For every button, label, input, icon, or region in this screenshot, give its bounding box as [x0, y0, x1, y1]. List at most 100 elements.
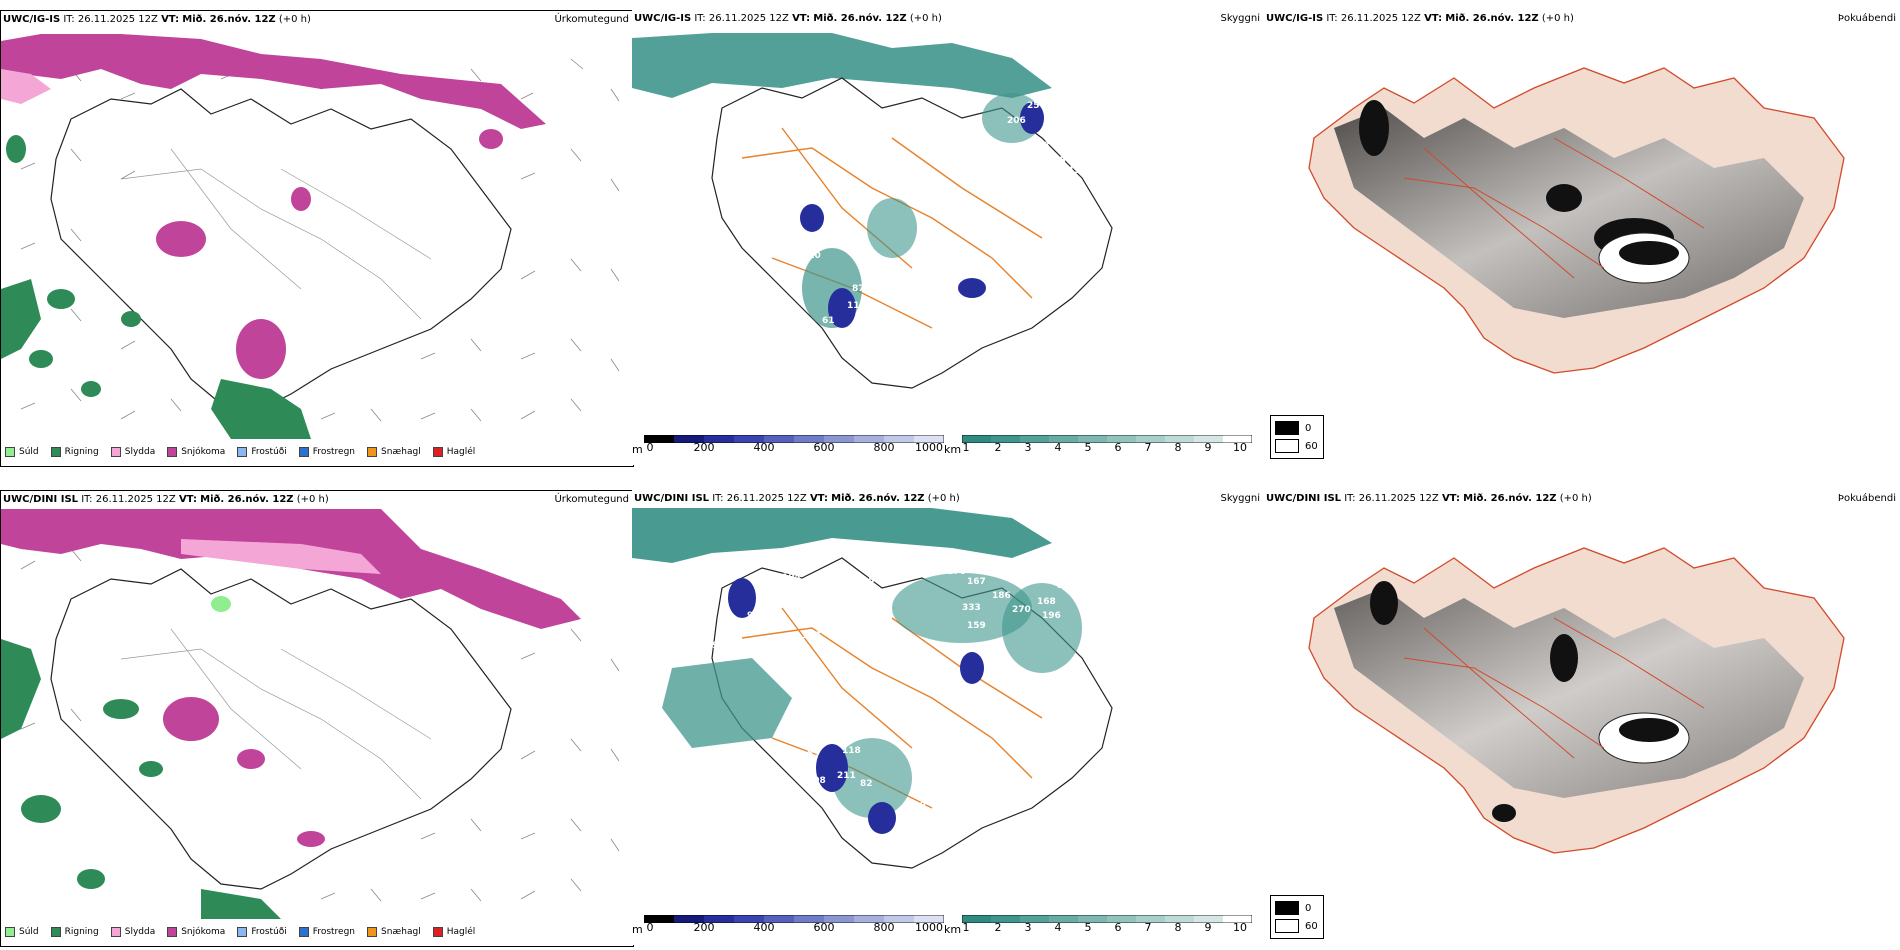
precip-type-map [1, 34, 620, 439]
init-time: IT: 26.11.2025 12Z [712, 493, 807, 504]
lead-time: (+0 h) [1541, 13, 1574, 24]
init-time: IT: 26.11.2025 12Z [81, 494, 176, 505]
ceiling-label: 168 [1037, 597, 1056, 607]
ceiling-label: 108 [1087, 161, 1106, 171]
legend-snow-pellets: Snæhagl [367, 447, 421, 457]
height-tick: 0 [646, 441, 654, 454]
fog-map [1308, 547, 1845, 854]
coastline [50, 88, 512, 410]
cloud-patch [832, 738, 912, 818]
visibility-ticks: 1 2 3 4 5 6 7 8 9 10 [962, 921, 1252, 935]
visibility-colorbar-swatches [962, 915, 1252, 923]
km-tick: 6 [1114, 921, 1122, 934]
ceiling-label: 113 [942, 261, 961, 271]
ceiling-label: 197 [802, 631, 821, 641]
ceiling-label: 104 [782, 573, 801, 583]
drizzle-patch [211, 596, 231, 612]
height-ticks: 0 200 400 600 800 1000 [644, 441, 944, 455]
roads [1403, 137, 1705, 279]
km-tick: 3 [1024, 921, 1032, 934]
lead-time: (+0 h) [927, 493, 960, 504]
fog-legend-row: 0 [1275, 421, 1311, 435]
fog-dense [1550, 634, 1578, 682]
ceiling-label: 342 [1057, 581, 1076, 591]
legend-snow: Snjókoma [167, 927, 225, 937]
ceiling-label: 157 [862, 576, 881, 586]
model-name: UWC/DINI ISL [3, 494, 79, 505]
panel-title: Skyggni [1220, 13, 1260, 24]
panel-title: Úrkomutegund [554, 14, 629, 25]
ceiling-label: 309 [1022, 559, 1041, 569]
model-name: UWC/IG-IS [634, 13, 692, 24]
height-tick: 1000 [915, 441, 943, 454]
km-tick: 3 [1024, 441, 1032, 454]
init-time: IT: 26.11.2025 12Z [1326, 13, 1421, 24]
roads [1403, 617, 1705, 759]
sleet-area [1, 69, 51, 104]
cloud-patch [1002, 583, 1082, 673]
height-tick: 400 [753, 441, 775, 454]
ceiling-label: 333 [962, 603, 981, 613]
height-tick: 600 [813, 441, 835, 454]
height-tick: 400 [753, 921, 775, 934]
ceiling-label: 242 [912, 306, 931, 316]
ceiling-label: 231 [757, 241, 776, 251]
fog-dense [1370, 581, 1398, 625]
cloud-base-panel-bottom: UWC/DINI ISL IT: 26.11.2025 12Z VT: Mið.… [632, 490, 1264, 945]
init-time: IT: 26.11.2025 12Z [63, 14, 158, 25]
km-tick: 5 [1084, 441, 1092, 454]
ceiling-labels: 182 203 104 150 157 98 176 167 186 309 3… [712, 559, 1099, 853]
ceiling-label: 324 [1080, 581, 1099, 591]
lead-time: (+0 h) [278, 14, 311, 25]
legend-sleet: Slydda [110, 927, 155, 937]
ceiling-label: 785 [882, 86, 901, 96]
ceiling-label: 157 [932, 246, 951, 256]
snow-area-north [1, 34, 546, 129]
ceiling-patch [728, 578, 756, 618]
height-unit: m [632, 443, 643, 456]
ceiling-labels: 785 257 206 105 110 325 78 275 315 108 2… [722, 86, 1106, 406]
precip-legend: Súld Rigning Slydda Snjókoma Frostúði Fr… [5, 444, 475, 460]
ceiling-label: 118 [842, 746, 861, 756]
ceiling-label: 237 [932, 191, 951, 201]
legend-snow: Snjókoma [167, 447, 225, 457]
km-tick: 7 [1144, 921, 1152, 934]
ceiling-label: 119 [782, 243, 801, 253]
model-name: UWC/DINI ISL [1266, 493, 1342, 504]
panel-header: UWC/DINI ISL IT: 26.11.2025 12Z VT: Mið.… [1266, 490, 1898, 508]
roads [741, 607, 1043, 809]
legend-freezing-rain: Frostregn [298, 447, 355, 457]
ceiling-label: 99 [747, 611, 760, 621]
ceiling-patch [800, 204, 824, 232]
ceiling-label: 167 [967, 577, 986, 587]
lead-time: (+0 h) [296, 494, 329, 505]
coastline [50, 568, 512, 890]
precip-type-panel-bottom: UWC/DINI ISL IT: 26.11.2025 12Z VT: Mið.… [0, 490, 634, 947]
rain-area [1, 279, 41, 359]
rain-patch [29, 350, 53, 368]
ceiling-label: 82 [860, 779, 873, 789]
km-tick: 7 [1144, 441, 1152, 454]
legend-rain: Rigning [50, 447, 99, 457]
ceiling-label: 300 [887, 336, 906, 346]
km-tick: 4 [1054, 441, 1062, 454]
ceiling-label: 85 [807, 749, 820, 759]
panel-header: UWC/DINI ISL IT: 26.11.2025 12Z VT: Mið.… [3, 491, 631, 509]
km-tick: 2 [994, 921, 1002, 934]
fog-legend-row: 60 [1275, 919, 1318, 933]
ceiling-label: 210 [802, 251, 821, 261]
legend-rain: Rigning [50, 927, 99, 937]
ceiling-label: 196 [1042, 611, 1061, 621]
snow-patch [479, 129, 503, 149]
km-tick: 8 [1174, 921, 1182, 934]
km-tick: 2 [994, 441, 1002, 454]
ceiling-label: 100 [857, 319, 876, 329]
ceiling-label: 138 [977, 226, 996, 236]
ceiling-label: 211 [837, 771, 856, 781]
ceiling-label: 104 [937, 396, 956, 406]
visibility-unit: km [944, 443, 962, 456]
panel-title: Skyggni [1220, 493, 1260, 504]
cloud-patch [867, 198, 917, 258]
legend-freezing-rain: Frostregn [298, 927, 355, 937]
cloud-base-map: 182 203 104 150 157 98 176 167 186 309 3… [632, 508, 1113, 869]
